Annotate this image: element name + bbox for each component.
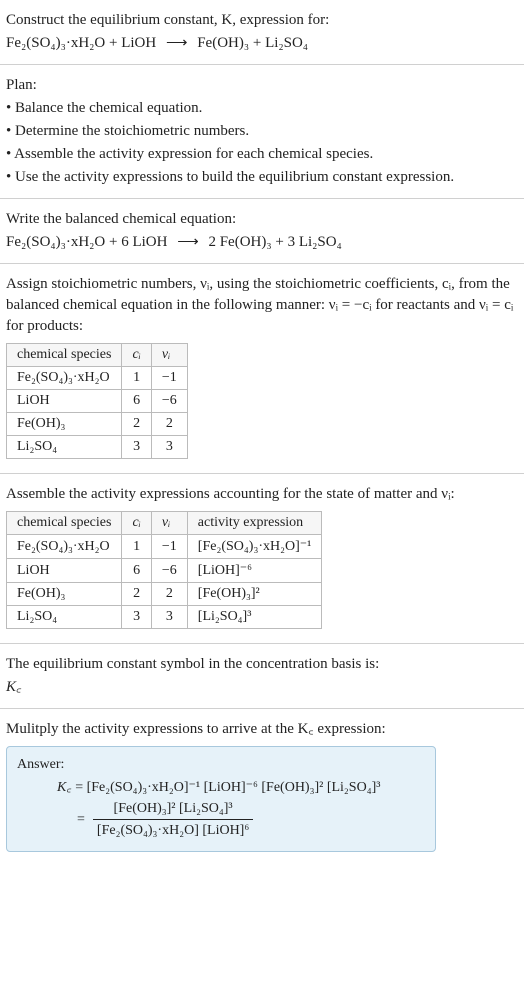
basis-text: The equilibrium constant symbol in the c… bbox=[6, 654, 518, 675]
table-row: Fe(OH)₃ 2 2 bbox=[7, 413, 188, 436]
table-row: LiOH 6 −6 [LiOH]⁻⁶ bbox=[7, 559, 322, 583]
table-row: Fe(OH)₃ 2 2 [Fe(OH)₃]² bbox=[7, 583, 322, 606]
cell-c: 6 bbox=[122, 390, 151, 413]
col-species: chemical species bbox=[7, 344, 122, 367]
balanced-section: Write the balanced chemical equation: Fe… bbox=[0, 199, 524, 264]
products: Fe(OH)₃ + Li₂SO₄ bbox=[197, 35, 308, 51]
cell-v: −6 bbox=[151, 559, 187, 583]
activity-text: Assemble the activity expressions accoun… bbox=[6, 484, 518, 505]
cell-species: Fe(OH)₃ bbox=[7, 413, 122, 436]
cell-species: Li₂SO₄ bbox=[7, 606, 122, 629]
table-row: Li₂SO₄ 3 3 [Li₂SO₄]³ bbox=[7, 606, 322, 629]
table-row: Fe₂(SO₄)₃·xH₂O 1 −1 bbox=[7, 367, 188, 390]
intro-section: Construct the equilibrium constant, K, e… bbox=[0, 0, 524, 65]
balanced-text: Write the balanced chemical equation: bbox=[6, 209, 518, 230]
cell-v: −1 bbox=[151, 535, 187, 559]
balanced-rhs: 2 Fe(OH)₃ + 3 Li₂SO₄ bbox=[208, 234, 341, 250]
cell-v: 2 bbox=[151, 583, 187, 606]
plan-bullet-2: • Determine the stoichiometric numbers. bbox=[6, 121, 518, 142]
cell-v: −1 bbox=[151, 367, 187, 390]
cell-c: 6 bbox=[122, 559, 151, 583]
cell-species: LiOH bbox=[7, 559, 122, 583]
multiply-section: Mulitply the activity expressions to arr… bbox=[0, 709, 524, 866]
cell-c: 1 bbox=[122, 535, 151, 559]
table-row: LiOH 6 −6 bbox=[7, 390, 188, 413]
kc-expression: K꜀ = [Fe₂(SO₄)₃·xH₂O]⁻¹ [LiOH]⁻⁶ [Fe(OH)… bbox=[17, 777, 425, 841]
col-species: chemical species bbox=[7, 512, 122, 535]
cell-activity: [Fe₂(SO₄)₃·xH₂O]⁻¹ bbox=[187, 535, 322, 559]
cell-c: 3 bbox=[122, 436, 151, 459]
col-c: cᵢ bbox=[122, 344, 151, 367]
col-activity: activity expression bbox=[187, 512, 322, 535]
cell-species: Fe(OH)₃ bbox=[7, 583, 122, 606]
kc-product-line: = [Fe₂(SO₄)₃·xH₂O]⁻¹ [LiOH]⁻⁶ [Fe(OH)₃]²… bbox=[75, 777, 380, 798]
plan-section: Plan: • Balance the chemical equation. •… bbox=[0, 65, 524, 199]
table-header-row: chemical species cᵢ νᵢ bbox=[7, 344, 188, 367]
fraction-numerator: [Fe(OH)₃]² [Li₂SO₄]³ bbox=[93, 798, 253, 820]
cell-activity: [LiOH]⁻⁶ bbox=[187, 559, 322, 583]
plan-header: Plan: bbox=[6, 75, 518, 96]
activity-section: Assemble the activity expressions accoun… bbox=[0, 474, 524, 644]
stoich-section: Assign stoichiometric numbers, νᵢ, using… bbox=[0, 264, 524, 474]
kc-symbol-answer: K꜀ bbox=[57, 777, 71, 798]
cell-species: Fe₂(SO₄)₃·xH₂O bbox=[7, 535, 122, 559]
table-header-row: chemical species cᵢ νᵢ activity expressi… bbox=[7, 512, 322, 535]
cell-v: 2 bbox=[151, 413, 187, 436]
cell-c: 1 bbox=[122, 367, 151, 390]
balanced-lhs: Fe₂(SO₄)₃·xH₂O + 6 LiOH bbox=[6, 234, 167, 250]
equals-sign: = bbox=[73, 809, 89, 830]
col-v: νᵢ bbox=[151, 344, 187, 367]
cell-v: 3 bbox=[151, 606, 187, 629]
cell-species: LiOH bbox=[7, 390, 122, 413]
fraction-denominator: [Fe₂(SO₄)₃·xH₂O] [LiOH]⁶ bbox=[93, 820, 253, 841]
basis-section: The equilibrium constant symbol in the c… bbox=[0, 644, 524, 709]
cell-c: 3 bbox=[122, 606, 151, 629]
answer-box: Answer: K꜀ = [Fe₂(SO₄)₃·xH₂O]⁻¹ [LiOH]⁻⁶… bbox=[6, 746, 436, 852]
kc-fraction: [Fe(OH)₃]² [Li₂SO₄]³ [Fe₂(SO₄)₃·xH₂O] [L… bbox=[93, 798, 253, 841]
answer-label: Answer: bbox=[17, 757, 425, 773]
multiply-text: Mulitply the activity expressions to arr… bbox=[6, 719, 518, 740]
stoich-table: chemical species cᵢ νᵢ Fe₂(SO₄)₃·xH₂O 1 … bbox=[6, 343, 188, 459]
cell-v: 3 bbox=[151, 436, 187, 459]
cell-species: Li₂SO₄ bbox=[7, 436, 122, 459]
balanced-arrow: ⟶ bbox=[171, 232, 205, 253]
reactants: Fe₂(SO₄)₃·xH₂O + LiOH bbox=[6, 35, 156, 51]
plan-bullet-3: • Assemble the activity expression for e… bbox=[6, 144, 518, 165]
cell-c: 2 bbox=[122, 413, 151, 436]
col-v: νᵢ bbox=[151, 512, 187, 535]
cell-activity: [Li₂SO₄]³ bbox=[187, 606, 322, 629]
cell-v: −6 bbox=[151, 390, 187, 413]
table-row: Fe₂(SO₄)₃·xH₂O 1 −1 [Fe₂(SO₄)₃·xH₂O]⁻¹ bbox=[7, 535, 322, 559]
reaction-arrow: ⟶ bbox=[160, 33, 194, 54]
col-c: cᵢ bbox=[122, 512, 151, 535]
activity-table: chemical species cᵢ νᵢ activity expressi… bbox=[6, 511, 322, 629]
unbalanced-equation: Fe₂(SO₄)₃·xH₂O + LiOH ⟶ Fe(OH)₃ + Li₂SO₄ bbox=[6, 33, 518, 54]
cell-c: 2 bbox=[122, 583, 151, 606]
kc-symbol: K꜀ bbox=[6, 677, 518, 698]
plan-bullet-4: • Use the activity expressions to build … bbox=[6, 167, 518, 188]
stoich-text: Assign stoichiometric numbers, νᵢ, using… bbox=[6, 274, 518, 337]
intro-text: Construct the equilibrium constant, K, e… bbox=[6, 10, 518, 31]
plan-bullet-1: • Balance the chemical equation. bbox=[6, 98, 518, 119]
balanced-equation: Fe₂(SO₄)₃·xH₂O + 6 LiOH ⟶ 2 Fe(OH)₃ + 3 … bbox=[6, 232, 518, 253]
table-row: Li₂SO₄ 3 3 bbox=[7, 436, 188, 459]
cell-species: Fe₂(SO₄)₃·xH₂O bbox=[7, 367, 122, 390]
cell-activity: [Fe(OH)₃]² bbox=[187, 583, 322, 606]
